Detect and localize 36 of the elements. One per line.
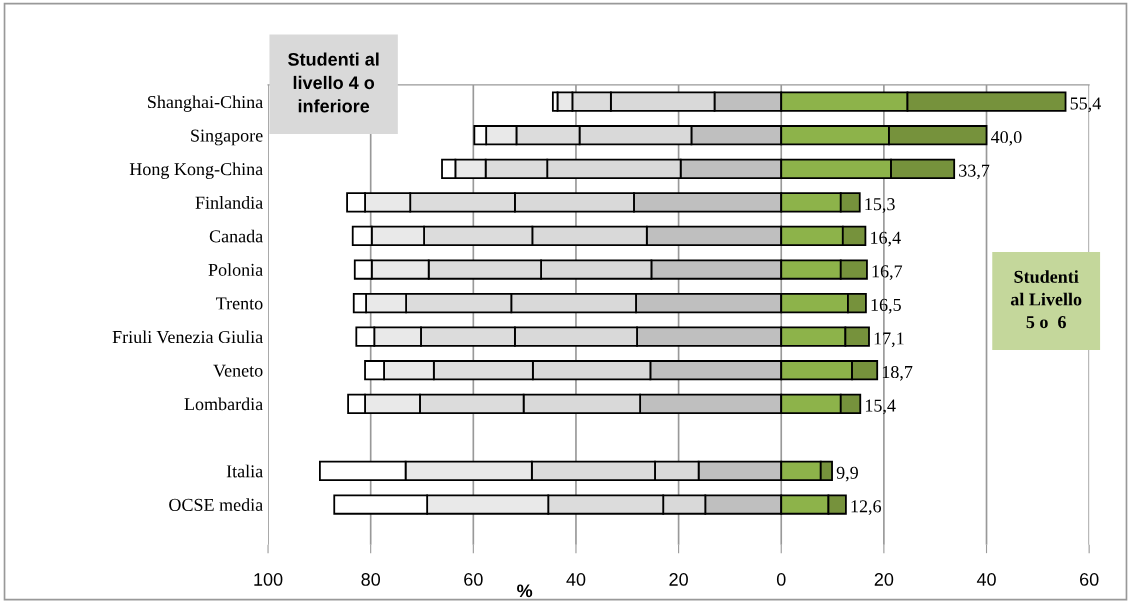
- y-tick-label: Hong Kong-China: [129, 162, 263, 179]
- x-tick-label: 80: [361, 573, 381, 586]
- x-tick-label: 60: [1080, 573, 1099, 586]
- annotation: 17,1: [874, 332, 904, 348]
- annotation: 18,7: [882, 365, 913, 381]
- x-tick-label: 40: [976, 573, 996, 586]
- annotation: 9,9: [836, 466, 858, 482]
- annotation: 33,7: [959, 164, 990, 180]
- x-tick-label: 20: [669, 573, 688, 586]
- x-tick-label: 0: [776, 573, 786, 586]
- y-tick-label: Shanghai-China: [148, 95, 263, 112]
- y-tick-label: Polonia: [208, 263, 263, 276]
- x-tick-label: 20: [874, 573, 894, 586]
- annotation: 16,4: [871, 231, 901, 247]
- y-tick-label: Finlandia: [195, 196, 263, 209]
- y-tick-label: OCSE media: [169, 498, 263, 511]
- annotation: 16,5: [871, 298, 901, 314]
- y-tick-label: Italia: [226, 464, 263, 478]
- x-tick-label: 100: [254, 573, 283, 586]
- x-tick-label: 40: [566, 573, 586, 586]
- y-tick-label: Singapore: [191, 129, 263, 146]
- annotation: Studenti al Livello 5 o 6: [1010, 270, 1082, 329]
- x-axis-title: %: [517, 584, 533, 598]
- x-tick-label: 60: [464, 573, 483, 586]
- annotation: 15,4: [865, 399, 896, 415]
- y-tick-label: Trento: [216, 297, 263, 310]
- annotation: 55,4: [1070, 97, 1101, 113]
- y-tick-label: Lombardia: [184, 397, 263, 411]
- y-tick-label: Canada: [209, 229, 263, 243]
- y-tick-label: Veneto: [213, 364, 263, 377]
- annotation: 12,6: [851, 500, 882, 515]
- annotation: 16,7: [872, 265, 903, 280]
- annotation: Studenti al livello 4 o inferiore: [288, 52, 379, 113]
- y-tick-label: Friuli Venezia Giulia: [112, 330, 263, 344]
- annotation: 40,0: [990, 130, 1022, 146]
- annotation: 15,3: [865, 198, 895, 213]
